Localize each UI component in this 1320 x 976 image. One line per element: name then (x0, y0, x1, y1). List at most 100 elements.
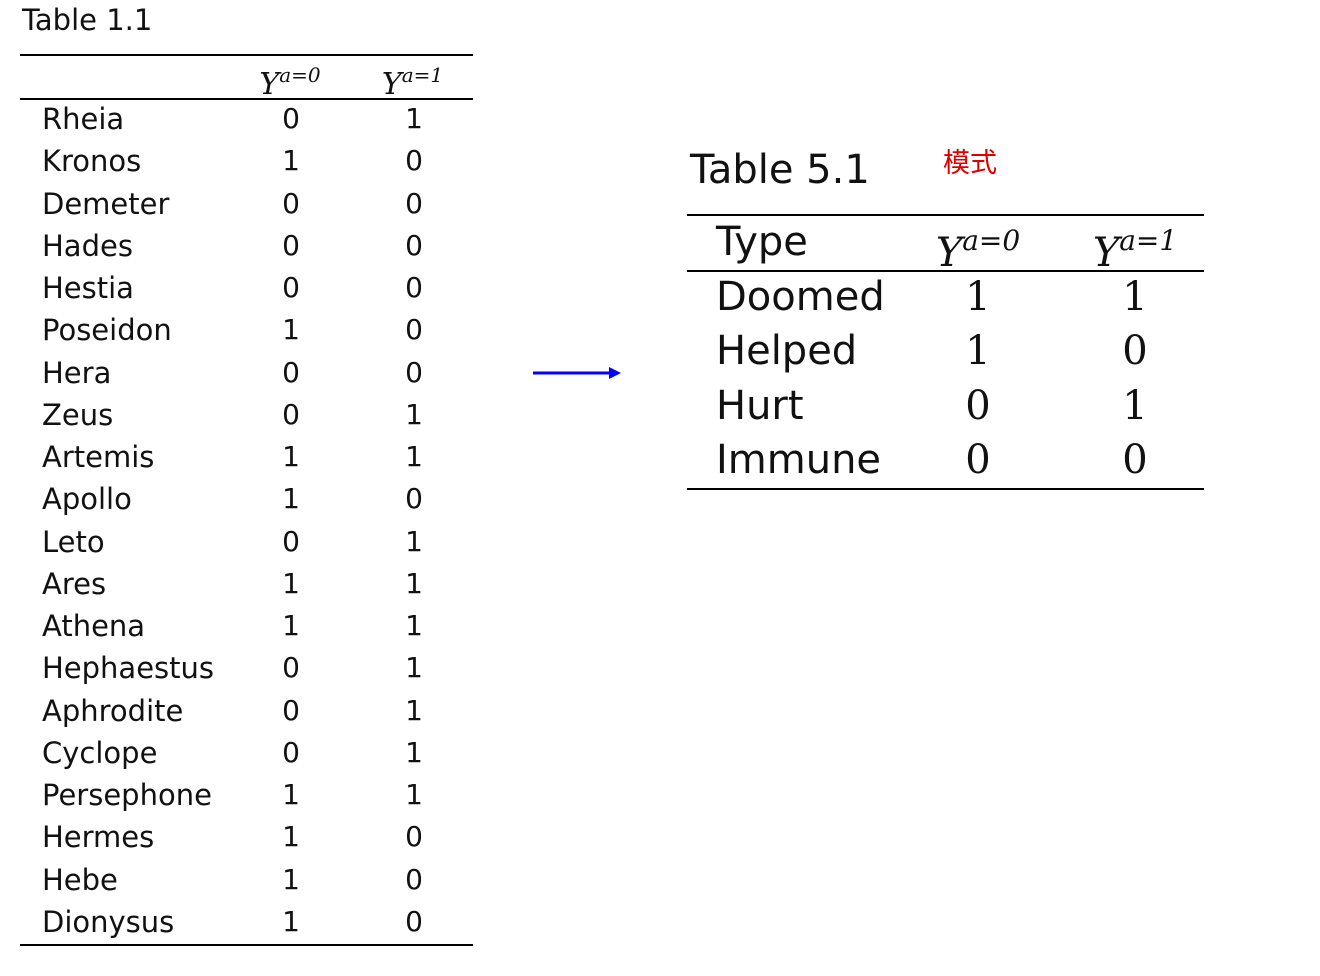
table-row: Artemis 1 1 (0, 436, 480, 478)
cell-y-a0: 0 (282, 651, 300, 685)
cell-y-a0: 1 (282, 820, 300, 854)
row-label: Hermes (42, 820, 155, 855)
table-1-1-title: Table 1.1 (22, 3, 153, 37)
table-row: Poseidon 1 0 (0, 309, 480, 351)
header-superscript: a=0 (962, 224, 1021, 257)
row-label: Hebe (42, 862, 118, 897)
cell-y-a1: 0 (405, 820, 423, 854)
table-row: Cyclope 0 1 (0, 732, 480, 774)
header-y-symbol: Y (381, 67, 402, 102)
cell-y-a0: 1 (282, 482, 300, 516)
cell-y-a1: 1 (405, 566, 423, 600)
cell-y-a0: 0 (965, 436, 991, 483)
table-row: Hermes 1 0 (0, 816, 480, 858)
cell-y-a1: 1 (405, 735, 423, 769)
table-row: Hebe 1 0 (0, 859, 480, 901)
table-row: Leto 0 1 (0, 521, 480, 563)
table-row: Hurt 0 1 (0, 380, 1320, 434)
cell-y-a1: 1 (405, 524, 423, 558)
table-5-1-body: Doomed 1 1 Helped 1 0 Hurt 0 1 Immune 0 0 (0, 271, 1320, 488)
table-row: Ares 1 1 (0, 563, 480, 605)
table-row: Persephone 1 1 (0, 774, 480, 816)
table-row: Kronos 1 0 (0, 140, 480, 182)
cell-y-a0: 1 (965, 328, 991, 375)
row-label: Doomed (716, 274, 885, 320)
cell-y-a0: 0 (282, 228, 300, 262)
table-5-1-header-type: Type (716, 219, 808, 265)
table-row: Hades 0 0 (0, 225, 480, 267)
cell-y-a0: 1 (282, 313, 300, 347)
row-label: Demeter (42, 186, 170, 221)
table-1-1-body: Rheia 0 1 Kronos 1 0 Demeter 0 0 Hades 0 0 Hestia 0 0 P… (0, 98, 480, 943)
row-label: Aphrodite (42, 693, 184, 728)
table-1-1-header-y-a1: Ya=1 (360, 57, 465, 102)
cell-y-a0: 0 (282, 397, 300, 431)
cell-y-a0: 0 (282, 102, 300, 135)
table-1-1-bottom-rule (20, 944, 473, 946)
cell-y-a1: 1 (405, 440, 423, 473)
cell-y-a1: 1 (1122, 382, 1148, 429)
row-label: Kronos (42, 144, 142, 179)
table-5-1-note: 模式 (943, 148, 997, 179)
cell-y-a0: 0 (282, 355, 300, 389)
cell-y-a1: 0 (405, 862, 423, 896)
row-label: Immune (716, 436, 882, 483)
table-5-1-header-rule (687, 270, 1204, 272)
row-label: Athena (42, 609, 146, 643)
table-row: Zeus 0 1 (0, 394, 480, 436)
header-superscript: a=1 (401, 63, 444, 87)
cell-y-a1: 1 (405, 397, 423, 431)
table-5-1-bottom-rule (687, 488, 1204, 490)
cell-y-a1: 0 (405, 228, 423, 262)
cell-y-a1: 0 (405, 355, 423, 389)
cell-y-a1: 1 (405, 693, 423, 727)
cell-y-a0: 1 (282, 904, 300, 938)
row-label: Hestia (42, 271, 134, 305)
table-row: Demeter 0 0 (0, 183, 480, 225)
row-label: Dionysus (42, 904, 175, 939)
cell-y-a0: 0 (282, 271, 300, 304)
row-label: Zeus (42, 397, 114, 432)
row-label: Rheia (42, 102, 125, 136)
table-row: Immune 0 0 (0, 434, 1320, 488)
row-label: Hephaestus (42, 651, 215, 686)
cell-y-a0: 1 (282, 566, 300, 600)
table-row: Hephaestus 0 1 (0, 647, 480, 689)
cell-y-a0: 1 (965, 274, 991, 320)
table-5-1-title: Table 5.1 (690, 147, 870, 193)
row-label: Artemis (42, 440, 155, 474)
cell-y-a1: 0 (405, 313, 423, 347)
cell-y-a1: 0 (1122, 436, 1148, 483)
table-5-1-header-y-a1: Ya=1 (1065, 217, 1205, 285)
cell-y-a0: 1 (282, 862, 300, 896)
table-row: Hestia 0 0 (0, 267, 480, 309)
table-5-1-top-rule (687, 214, 1204, 216)
row-label: Hera (42, 355, 112, 390)
row-label: Helped (716, 328, 858, 375)
row-label: Poseidon (42, 313, 172, 348)
table-row: Aphrodite 0 1 (0, 690, 480, 732)
table-1-1-header-y-a0: Ya=0 (240, 57, 340, 102)
table-row: Doomed 1 1 (0, 271, 1320, 325)
header-y-symbol: Y (259, 67, 280, 102)
row-label: Ares (42, 566, 107, 601)
cell-y-a0: 0 (282, 186, 300, 220)
table-row: Hera 0 0 (0, 352, 480, 394)
row-label: Persephone (42, 778, 212, 812)
cell-y-a0: 0 (282, 693, 300, 727)
cell-y-a0: 1 (282, 440, 300, 473)
table-5-1-header-row: Type Ya=0 Ya=1 (0, 217, 1320, 276)
cell-y-a1: 1 (1122, 274, 1148, 320)
table-row: Apollo 1 0 (0, 478, 480, 520)
table-1-1-header-rule (20, 98, 473, 100)
cell-y-a0: 0 (282, 524, 300, 558)
cell-y-a1: 0 (405, 904, 423, 938)
header-superscript: a=1 (1119, 224, 1178, 257)
table-row: Rheia 0 1 (0, 98, 480, 140)
cell-y-a1: 1 (405, 609, 423, 642)
cell-y-a1: 1 (405, 778, 423, 811)
row-label: Hurt (716, 382, 804, 429)
table-5-1-header-y-a0: Ya=0 (908, 217, 1048, 285)
row-label: Cyclope (42, 735, 158, 770)
cell-y-a1: 0 (405, 186, 423, 220)
